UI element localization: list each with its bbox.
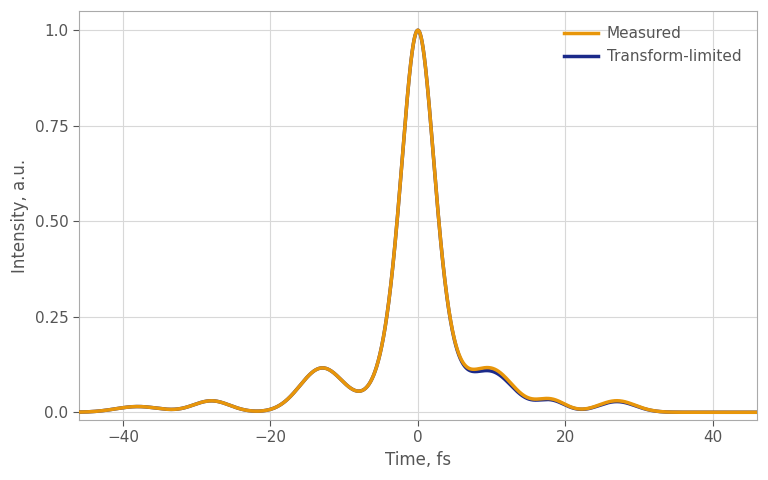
Measured: [396, 171, 406, 177]
X-axis label: Time, fs: Time, fs: [385, 451, 451, 469]
Transform-limited: [698, 409, 707, 415]
Line: Transform-limited: Transform-limited: [79, 30, 757, 412]
Measured: [753, 409, 762, 415]
Transform-limited: [359, 387, 369, 393]
Measured: [74, 409, 84, 415]
Measured: [365, 381, 374, 387]
Transform-limited: [396, 171, 406, 177]
Transform-limited: [732, 409, 741, 415]
Measured: [732, 409, 741, 415]
Legend: Measured, Transform-limited: Measured, Transform-limited: [557, 19, 750, 72]
Transform-limited: [365, 381, 374, 387]
Measured: [567, 404, 576, 410]
Measured: [359, 387, 369, 393]
Transform-limited: [753, 409, 762, 415]
Line: Measured: Measured: [79, 30, 757, 412]
Transform-limited: [413, 27, 422, 33]
Measured: [413, 27, 422, 33]
Y-axis label: Intensity, a.u.: Intensity, a.u.: [11, 158, 29, 273]
Transform-limited: [567, 405, 576, 410]
Transform-limited: [74, 409, 84, 415]
Measured: [698, 409, 707, 415]
